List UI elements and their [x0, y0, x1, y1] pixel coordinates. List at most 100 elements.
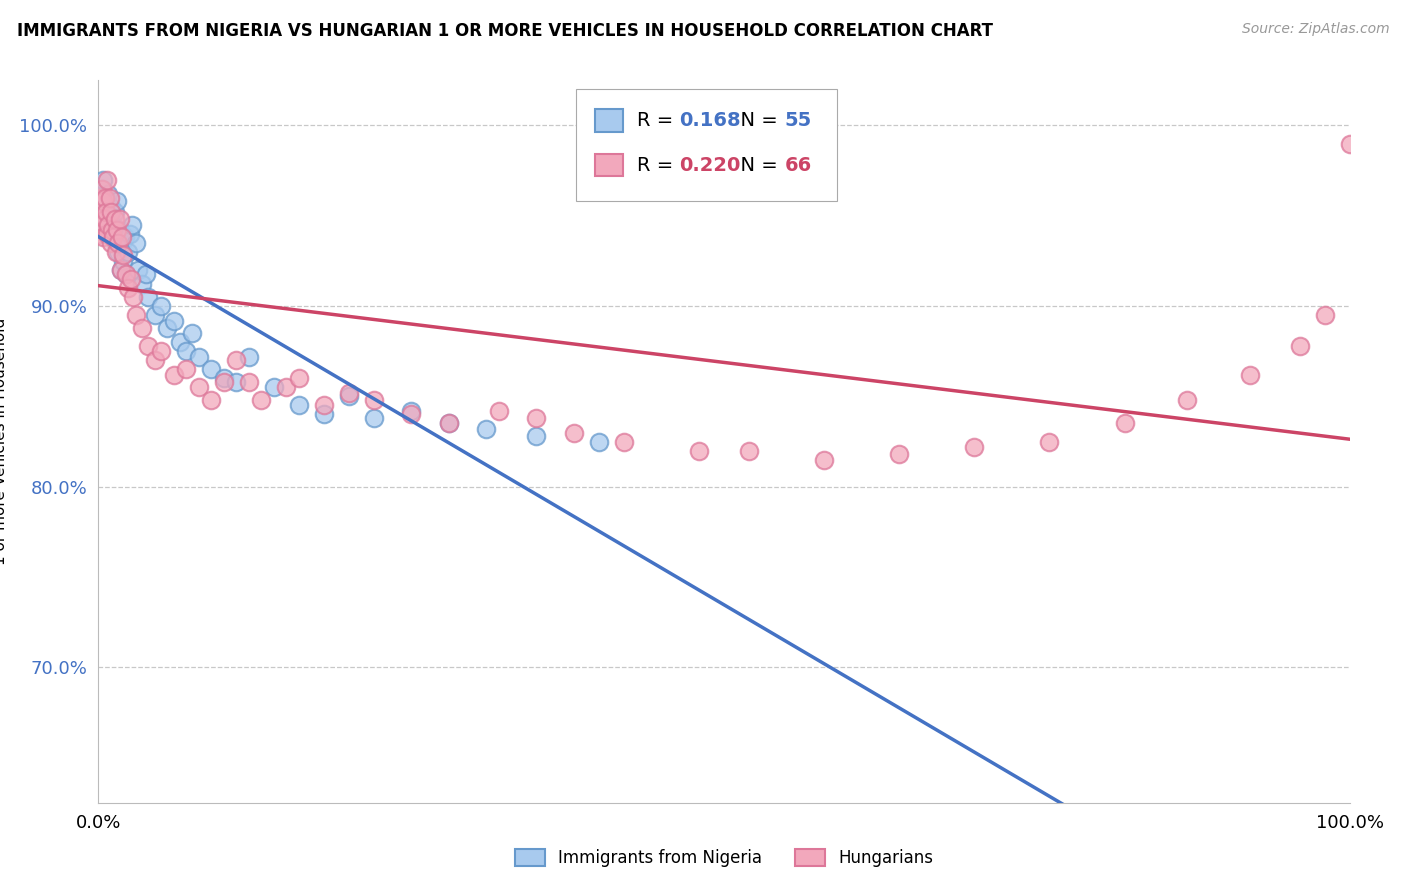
Point: [89, 227, 111, 241]
Point: [98, 191, 121, 205]
Point: [94, 205, 117, 219]
Point: [127, 263, 149, 277]
Point: [1239, 368, 1261, 382]
Point: [120, 272, 142, 286]
Point: [401, 408, 423, 422]
Point: [225, 353, 247, 368]
Text: N =: N =: [728, 155, 785, 175]
Point: [212, 375, 235, 389]
Point: [524, 411, 547, 425]
Point: [187, 350, 209, 364]
Point: [90, 191, 112, 205]
Point: [287, 371, 309, 385]
Point: [93, 212, 115, 227]
Point: [1038, 434, 1060, 449]
Text: 55: 55: [785, 111, 811, 130]
Text: R =: R =: [637, 155, 679, 175]
Point: [162, 313, 184, 327]
Point: [121, 218, 143, 232]
Point: [143, 353, 166, 368]
Point: [90, 209, 112, 223]
Point: [100, 200, 122, 214]
Point: [93, 194, 115, 209]
Point: [96, 172, 118, 186]
Point: [1114, 417, 1136, 431]
Point: [101, 223, 124, 237]
Point: [138, 339, 160, 353]
Text: IMMIGRANTS FROM NIGERIA VS HUNGARIAN 1 OR MORE VEHICLES IN HOUSEHOLD CORRELATION: IMMIGRANTS FROM NIGERIA VS HUNGARIAN 1 O…: [17, 22, 993, 40]
Point: [112, 253, 135, 268]
Point: [150, 299, 173, 313]
Text: R =: R =: [637, 111, 679, 130]
Point: [100, 235, 122, 250]
Point: [250, 392, 273, 407]
Point: [91, 181, 114, 195]
Point: [1339, 136, 1361, 151]
Point: [174, 362, 197, 376]
Point: [738, 443, 761, 458]
Point: [125, 235, 148, 250]
Point: [488, 404, 510, 418]
Point: [117, 281, 139, 295]
Point: [101, 227, 124, 241]
Point: [91, 218, 114, 232]
Point: [337, 389, 360, 403]
Point: [104, 235, 127, 250]
Point: [475, 422, 498, 436]
Text: N =: N =: [728, 111, 785, 130]
Text: 66: 66: [785, 155, 811, 175]
Point: [212, 371, 235, 385]
Point: [117, 244, 139, 259]
Point: [93, 230, 115, 244]
Text: 0.168: 0.168: [679, 111, 741, 130]
Point: [108, 212, 131, 227]
Point: [110, 263, 132, 277]
Point: [238, 350, 260, 364]
Point: [93, 172, 115, 186]
Point: [107, 244, 129, 259]
Point: [889, 447, 911, 461]
Point: [150, 344, 173, 359]
Point: [131, 277, 153, 292]
Point: [287, 398, 309, 412]
Point: [524, 429, 547, 443]
Point: [437, 417, 460, 431]
Point: [103, 218, 125, 232]
Point: [107, 235, 129, 250]
Point: [363, 411, 385, 425]
Point: [363, 392, 385, 407]
Point: [115, 267, 138, 281]
Point: [108, 223, 131, 237]
Point: [93, 194, 115, 209]
Point: [813, 452, 835, 467]
Point: [97, 187, 120, 202]
Point: [90, 200, 112, 214]
Point: [174, 344, 197, 359]
Point: [1313, 308, 1336, 322]
Point: [93, 218, 115, 232]
Point: [105, 223, 128, 237]
Point: [238, 375, 260, 389]
Point: [105, 194, 128, 209]
Point: [312, 408, 335, 422]
Point: [112, 248, 135, 262]
Point: [437, 417, 460, 431]
Point: [156, 320, 179, 334]
Point: [200, 392, 222, 407]
Point: [104, 244, 127, 259]
Point: [93, 191, 115, 205]
Point: [100, 205, 122, 219]
Point: [200, 362, 222, 376]
Point: [143, 308, 166, 322]
Y-axis label: 1 or more Vehicles in Household: 1 or more Vehicles in Household: [0, 318, 8, 566]
Point: [91, 209, 114, 223]
Point: [114, 230, 136, 244]
Point: [104, 212, 127, 227]
Point: [401, 404, 423, 418]
Point: [111, 230, 134, 244]
Point: [115, 267, 138, 281]
Point: [963, 440, 986, 454]
Point: [562, 425, 585, 440]
Point: [263, 380, 285, 394]
Point: [91, 181, 114, 195]
